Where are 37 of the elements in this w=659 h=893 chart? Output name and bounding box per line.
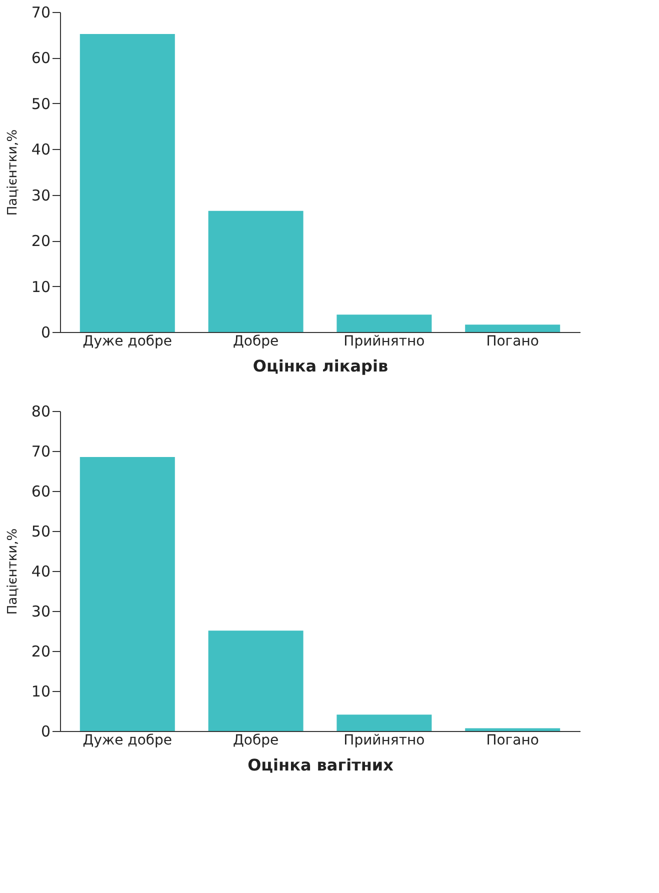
x-tick-label: Погано xyxy=(486,334,539,350)
bar xyxy=(208,210,304,332)
y-tick-label: 20 xyxy=(31,232,50,250)
y-tick-label: 60 xyxy=(31,482,50,500)
y-tick-label: 40 xyxy=(31,562,50,580)
y-axis-title: Пацієнтки,% xyxy=(5,528,20,615)
y-tick-label: 70 xyxy=(31,442,50,460)
x-axis-title: Оцінка лікарів xyxy=(252,356,388,376)
bar xyxy=(208,630,304,731)
bar xyxy=(465,324,560,332)
x-tick-label: Добре xyxy=(232,732,279,748)
bar xyxy=(80,34,175,332)
y-tick-label: 30 xyxy=(31,186,50,204)
x-tick-label: Прийнятно xyxy=(344,334,425,350)
y-tick-label: 0 xyxy=(40,324,50,342)
y-tick-label: 50 xyxy=(31,522,50,540)
x-axis-title: Оцінка вагітних xyxy=(248,756,394,774)
y-tick-label: 50 xyxy=(31,94,50,113)
y-tick-label: 40 xyxy=(31,140,50,159)
bar xyxy=(336,714,432,731)
y-tick-label: 30 xyxy=(31,602,50,620)
x-tick-label: Прийнятно xyxy=(344,732,425,748)
bar xyxy=(336,314,432,332)
y-tick-label: 70 xyxy=(31,4,50,22)
y-tick-label: 10 xyxy=(31,278,50,296)
x-tick-label: Добре xyxy=(232,334,279,350)
y-axis-title: Пацієнтки,% xyxy=(5,129,20,216)
y-tick-label: 60 xyxy=(31,49,50,68)
y-tick-label: 0 xyxy=(40,722,50,740)
y-tick-label: 10 xyxy=(31,682,50,700)
bar xyxy=(80,457,175,731)
y-tick-label: 80 xyxy=(31,402,50,420)
x-tick-label: Дуже добре xyxy=(82,334,172,350)
bar xyxy=(465,728,560,731)
x-tick-label: Дуже добре xyxy=(82,732,172,748)
x-tick-label: Погано xyxy=(486,732,539,748)
y-tick-label: 20 xyxy=(31,642,50,660)
